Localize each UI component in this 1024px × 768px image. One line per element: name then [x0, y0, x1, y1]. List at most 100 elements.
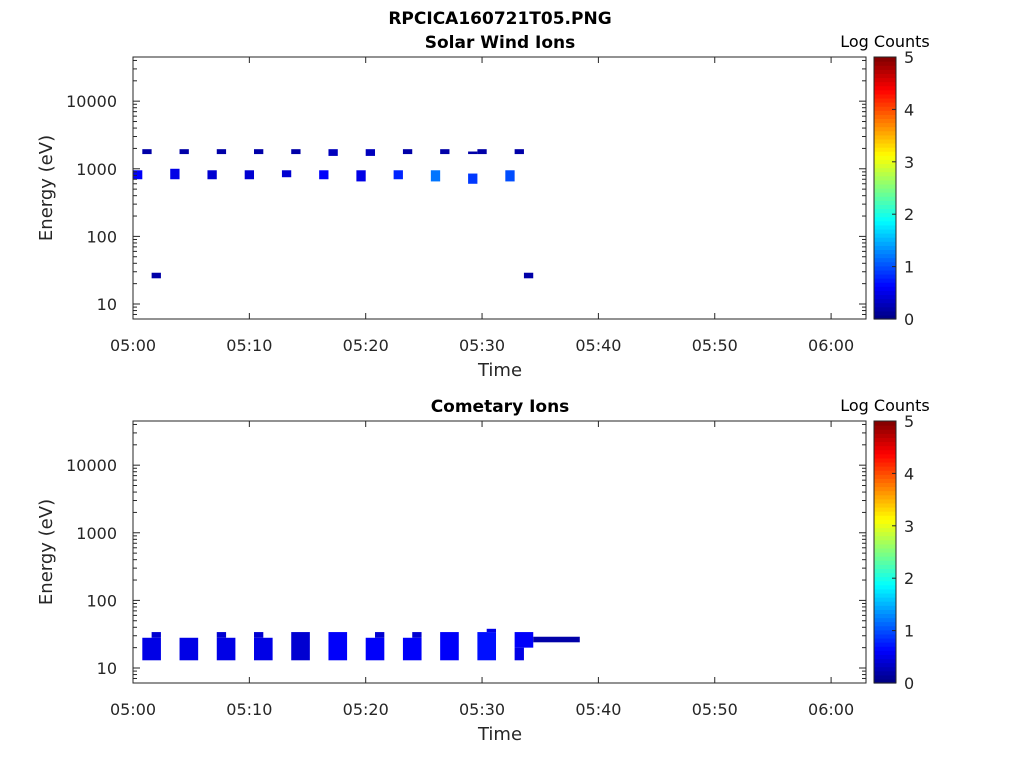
y-tick-label: 100: [86, 227, 117, 246]
colorbar-segment: [874, 662, 896, 668]
heatmap-cell: [244, 170, 255, 180]
colorbar-segment: [874, 77, 896, 83]
colorbar-segment: [874, 171, 896, 177]
heatmap-cell: [179, 149, 189, 155]
colorbar-segment: [874, 273, 896, 279]
colorbar-segment: [874, 249, 896, 255]
colorbar-segment: [874, 613, 896, 619]
colorbar-segment: [874, 142, 896, 148]
plot-frame: [132, 420, 867, 684]
colorbar-segment: [874, 453, 896, 459]
colorbar-segment: [874, 470, 896, 475]
x-tick-label: 06:00: [808, 700, 854, 719]
heatmap-cell: [254, 149, 264, 155]
colorbar-segment: [874, 241, 896, 246]
colorbar-segment: [874, 658, 896, 664]
heatmap-cells: [133, 149, 534, 279]
x-tick-label: 05:30: [459, 700, 505, 719]
heatmap-cell: [477, 149, 487, 155]
colorbar-segment: [874, 106, 896, 111]
colorbar-segment: [874, 286, 896, 291]
colorbar-segment: [874, 237, 896, 242]
colorbar-segment: [874, 216, 896, 222]
solar-wind-panel: Solar Wind Ions 05:00 05:10 05:20 05:30 05:4…: [36, 32, 930, 381]
heatmap-cell: [281, 170, 292, 178]
colorbar-segment: [874, 155, 896, 160]
heatmap-cell: [477, 632, 497, 661]
x-tick-label: 05:10: [226, 700, 272, 719]
colorbar-segment: [874, 163, 896, 169]
colorbar-segment: [874, 306, 896, 312]
heatmap-cell: [151, 632, 161, 638]
heatmap-cell: [170, 168, 180, 180]
colorbar-tick-label: 2: [904, 569, 914, 588]
colorbar-segment: [874, 621, 896, 627]
heatmap-cell: [365, 149, 376, 156]
heatmap-cell: [254, 632, 264, 638]
colorbar-segment: [874, 637, 896, 643]
heatmap-cell: [179, 637, 199, 661]
colorbar-segment: [874, 519, 896, 524]
y-axis-label: Energy (eV): [36, 499, 57, 605]
colorbar-segment: [874, 183, 896, 189]
colorbar-segment: [874, 547, 896, 553]
colorbar-segment: [874, 200, 896, 205]
colorbar-segment: [874, 642, 896, 647]
colorbar-segment: [874, 466, 896, 471]
colorbar-segment: [874, 421, 896, 426]
colorbar-frame: [873, 420, 897, 684]
colorbar-segment: [874, 126, 896, 132]
heatmap-cell: [402, 637, 422, 661]
heatmap-cells: [142, 628, 580, 661]
heatmap-cell: [440, 632, 459, 661]
heatmap-cell: [151, 272, 161, 279]
colorbar-segment: [874, 625, 896, 631]
colorbar-segment: [874, 282, 896, 287]
heatmap-cell: [375, 632, 385, 638]
colorbar-segment: [874, 110, 896, 115]
colorbar-segment: [874, 527, 896, 533]
colorbar-segment: [874, 601, 896, 606]
heatmap-cell: [216, 149, 227, 155]
colorbar-segment: [874, 584, 896, 590]
colorbar-segment: [874, 654, 896, 660]
colorbar-tick-label: 5: [904, 48, 914, 67]
colorbar-segment: [874, 69, 896, 74]
colorbar-tick-label: 3: [904, 517, 914, 536]
colorbar: 0 1 2 3 4 5: [873, 48, 914, 329]
colorbar-segment: [874, 167, 896, 173]
colorbar-segment: [874, 298, 896, 304]
heatmap-cell: [291, 632, 310, 661]
colorbar-segment: [874, 61, 896, 66]
panel-title: Solar Wind Ions: [425, 33, 576, 53]
colorbar-segment: [874, 290, 896, 296]
colorbar-segment: [874, 666, 896, 672]
colorbar-tick-label: 1: [904, 258, 914, 277]
colorbar-segment: [874, 97, 896, 103]
y-axis: 10 100 1000 10000: [66, 423, 866, 679]
colorbar-segment: [874, 511, 896, 516]
x-tick-label: 05:10: [226, 336, 272, 355]
colorbar-frame: [873, 56, 897, 320]
x-tick-label: 05:00: [110, 700, 156, 719]
colorbar-segment: [874, 474, 896, 479]
colorbar-tick-label: 5: [904, 412, 914, 431]
colorbar-tick-label: 0: [904, 674, 914, 693]
colorbar-segment: [874, 265, 896, 271]
colorbar-segment: [874, 588, 896, 594]
y-tick-label: 100: [86, 591, 117, 610]
colorbar-segment: [874, 89, 896, 95]
colorbar-tick-label: 1: [904, 622, 914, 641]
colorbar-segment: [874, 629, 896, 635]
colorbar-segment: [874, 535, 896, 541]
colorbar-segment: [874, 220, 896, 226]
colorbar-segment: [874, 437, 896, 443]
colorbar-segment: [874, 81, 896, 87]
colorbar-segment: [874, 674, 896, 680]
colorbar-segment: [874, 552, 896, 557]
x-axis: 05:00 05:10 05:20 05:30 05:40 05:50 06:00: [110, 57, 854, 355]
y-axis-label: Energy (eV): [36, 135, 57, 241]
colorbar-segment: [874, 130, 896, 136]
colorbar-segment: [874, 478, 896, 483]
colorbar-segment: [874, 482, 896, 488]
